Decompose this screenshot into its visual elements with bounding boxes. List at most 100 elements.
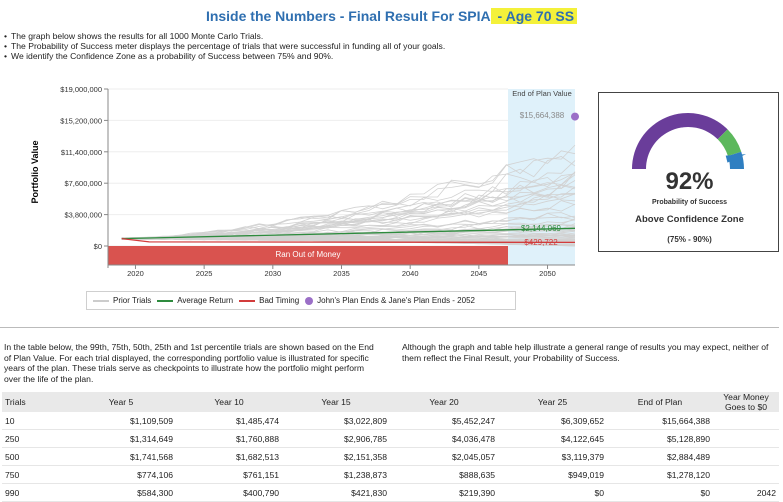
- ran-out-band: [108, 246, 508, 265]
- table-cell: $1,109,509: [66, 412, 176, 430]
- y-tick-label: $0: [94, 242, 102, 251]
- zone-range: (75% - 90%): [667, 235, 712, 244]
- title-main: Inside the Numbers - Final Result For SP…: [205, 8, 491, 24]
- graph-disclaimer: Although the graph and table help illust…: [402, 342, 769, 363]
- table-cell: $0: [498, 483, 607, 502]
- gauge-graphic: [632, 113, 747, 169]
- table-cell: [713, 447, 779, 466]
- table-cell: $15,664,388: [607, 412, 713, 430]
- table-cell: $5,128,890: [607, 429, 713, 448]
- table-cell: $0: [607, 483, 713, 502]
- table-cell: $219,390: [390, 483, 498, 502]
- table-cell: 750: [2, 465, 66, 484]
- table-cell: $949,019: [498, 465, 607, 484]
- percentile-table: Trials Year 5 Year 10 Year 15 Year 20 Ye…: [2, 392, 779, 502]
- table-cell: $584,300: [66, 483, 176, 502]
- gauge-subtitle: Probability of Success: [651, 199, 728, 206]
- chart-series: [121, 227, 576, 244]
- table-cell: $2,151,358: [282, 447, 390, 466]
- table-cell: [713, 465, 779, 484]
- table-cell: 990: [2, 483, 66, 502]
- end-value-bad-timing: $429,722: [524, 238, 558, 247]
- table-cell: $888,635: [390, 465, 498, 484]
- table-cell: 250: [2, 429, 66, 448]
- y-axis: $19,000,000 $15,200,000 $11,400,000 $7,600,…: [60, 85, 109, 268]
- table-header-row: Trials Year 5 Year 10 Year 15 Year 20 Ye…: [2, 392, 779, 412]
- gauge-percent: 92%: [665, 168, 714, 195]
- section-divider: [0, 327, 779, 328]
- title-highlight: - Age 70 SS: [490, 8, 578, 24]
- table-cell: $774,106: [66, 465, 176, 484]
- ran-out-label: Ran Out of Money: [276, 250, 341, 259]
- legend-swatch: [93, 299, 109, 302]
- column-header: Trials: [2, 392, 66, 412]
- chart-legend: Prior Trials Average Return Bad Timing J…: [86, 291, 516, 310]
- table-row: 500 $1,741,568 $1,682,513 $2,151,358 $2,045,…: [2, 447, 779, 466]
- legend-label: Bad Timing: [259, 296, 300, 305]
- plan-end-marker: [571, 112, 579, 121]
- x-axis: 2020 2025 2030 2035 2040 2045 2050: [108, 264, 575, 278]
- table-cell: $6,309,652: [498, 412, 607, 430]
- bullet-item: The graph below shows the results for al…: [4, 31, 445, 41]
- x-tick-label: 2025: [196, 269, 213, 278]
- x-tick-label: 2030: [264, 269, 281, 278]
- table-cell: 2042: [713, 483, 779, 502]
- table-row: 750 $774,106 $761,151 $1,238,873 $888,635 $94…: [2, 465, 779, 484]
- table-cell: 500: [2, 447, 66, 466]
- y-tick-label: $19,000,000: [60, 85, 102, 94]
- table-cell: $2,906,785: [282, 429, 390, 448]
- column-header: Year 20: [390, 392, 498, 412]
- legend-label: John's Plan Ends & Jane's Plan Ends - 20…: [317, 296, 475, 305]
- table-cell: $1,741,568: [66, 447, 176, 466]
- prior-trial-line: [121, 173, 576, 240]
- column-header: Year 15: [282, 392, 390, 412]
- table-row: 990 $584,300 $400,790 $421,830 $219,390 $0 $0 2…: [2, 483, 779, 502]
- table-cell: $2,045,057: [390, 447, 498, 466]
- y-tick-label: $7,600,000: [64, 179, 102, 188]
- table-cell: $761,151: [176, 465, 282, 484]
- table-body: 10 $1,109,509 $1,485,474 $3,022,809 $5,452,2…: [2, 412, 779, 502]
- table-cell: $400,790: [176, 483, 282, 502]
- legend-item-plan-ends: John's Plan Ends & Jane's Plan Ends - 20…: [305, 296, 475, 305]
- prior-trial-line: [121, 237, 576, 247]
- table-cell: $1,238,873: [282, 465, 390, 484]
- gauge-needle: [725, 154, 747, 163]
- table-cell: $3,022,809: [282, 412, 390, 430]
- table-row: 10 $1,109,509 $1,485,474 $3,022,809 $5,452,2…: [2, 412, 779, 430]
- table-cell: $1,278,120: [607, 465, 713, 484]
- end-value-top: $15,664,388: [520, 111, 565, 120]
- y-tick-label: $15,200,000: [60, 116, 102, 125]
- legend-item-bad-timing: Bad Timing: [239, 296, 299, 305]
- series-line: [121, 237, 576, 244]
- legend-dot: [305, 296, 314, 305]
- legend-item-average-return: Average Return: [157, 296, 233, 305]
- x-tick-label: 2045: [471, 269, 488, 278]
- y-tick-label: $11,400,000: [61, 148, 102, 157]
- table-cell: $1,760,888: [176, 429, 282, 448]
- x-tick-label: 2040: [402, 269, 419, 278]
- table-cell: 10: [2, 412, 66, 430]
- table-cell: $4,036,478: [390, 429, 498, 448]
- table-cell: [713, 429, 779, 448]
- table-cell: $2,884,489: [607, 447, 713, 466]
- table-cell: $5,452,247: [390, 412, 498, 430]
- column-header: Year 5: [66, 392, 176, 412]
- legend-swatch: [157, 299, 174, 302]
- legend-label: Average Return: [177, 296, 234, 305]
- y-axis-label: Portfolio Value: [30, 140, 40, 203]
- page-title: Inside the Numbers - Final Result For SP…: [0, 8, 783, 24]
- table-cell: $1,314,649: [66, 429, 176, 448]
- prior-trial-line: [121, 193, 576, 240]
- column-header: Year Money Goes to $0: [713, 392, 779, 412]
- table-cell: [713, 412, 779, 430]
- table-cell: $4,122,645: [498, 429, 607, 448]
- y-tick-label: $3,800,000: [64, 211, 102, 220]
- table-explanation: In the table below, the 99th, 75th, 50th…: [4, 342, 374, 384]
- gauge-arc-confidence: [717, 129, 742, 157]
- prior-trial-line: [121, 171, 576, 239]
- end-of-plan-title: End of Plan Value: [512, 89, 572, 98]
- x-tick-label: 2020: [127, 269, 144, 278]
- table-cell: $3,119,379: [498, 447, 607, 466]
- legend-label: Prior Trials: [113, 296, 152, 305]
- table-cell: $1,485,474: [176, 412, 282, 430]
